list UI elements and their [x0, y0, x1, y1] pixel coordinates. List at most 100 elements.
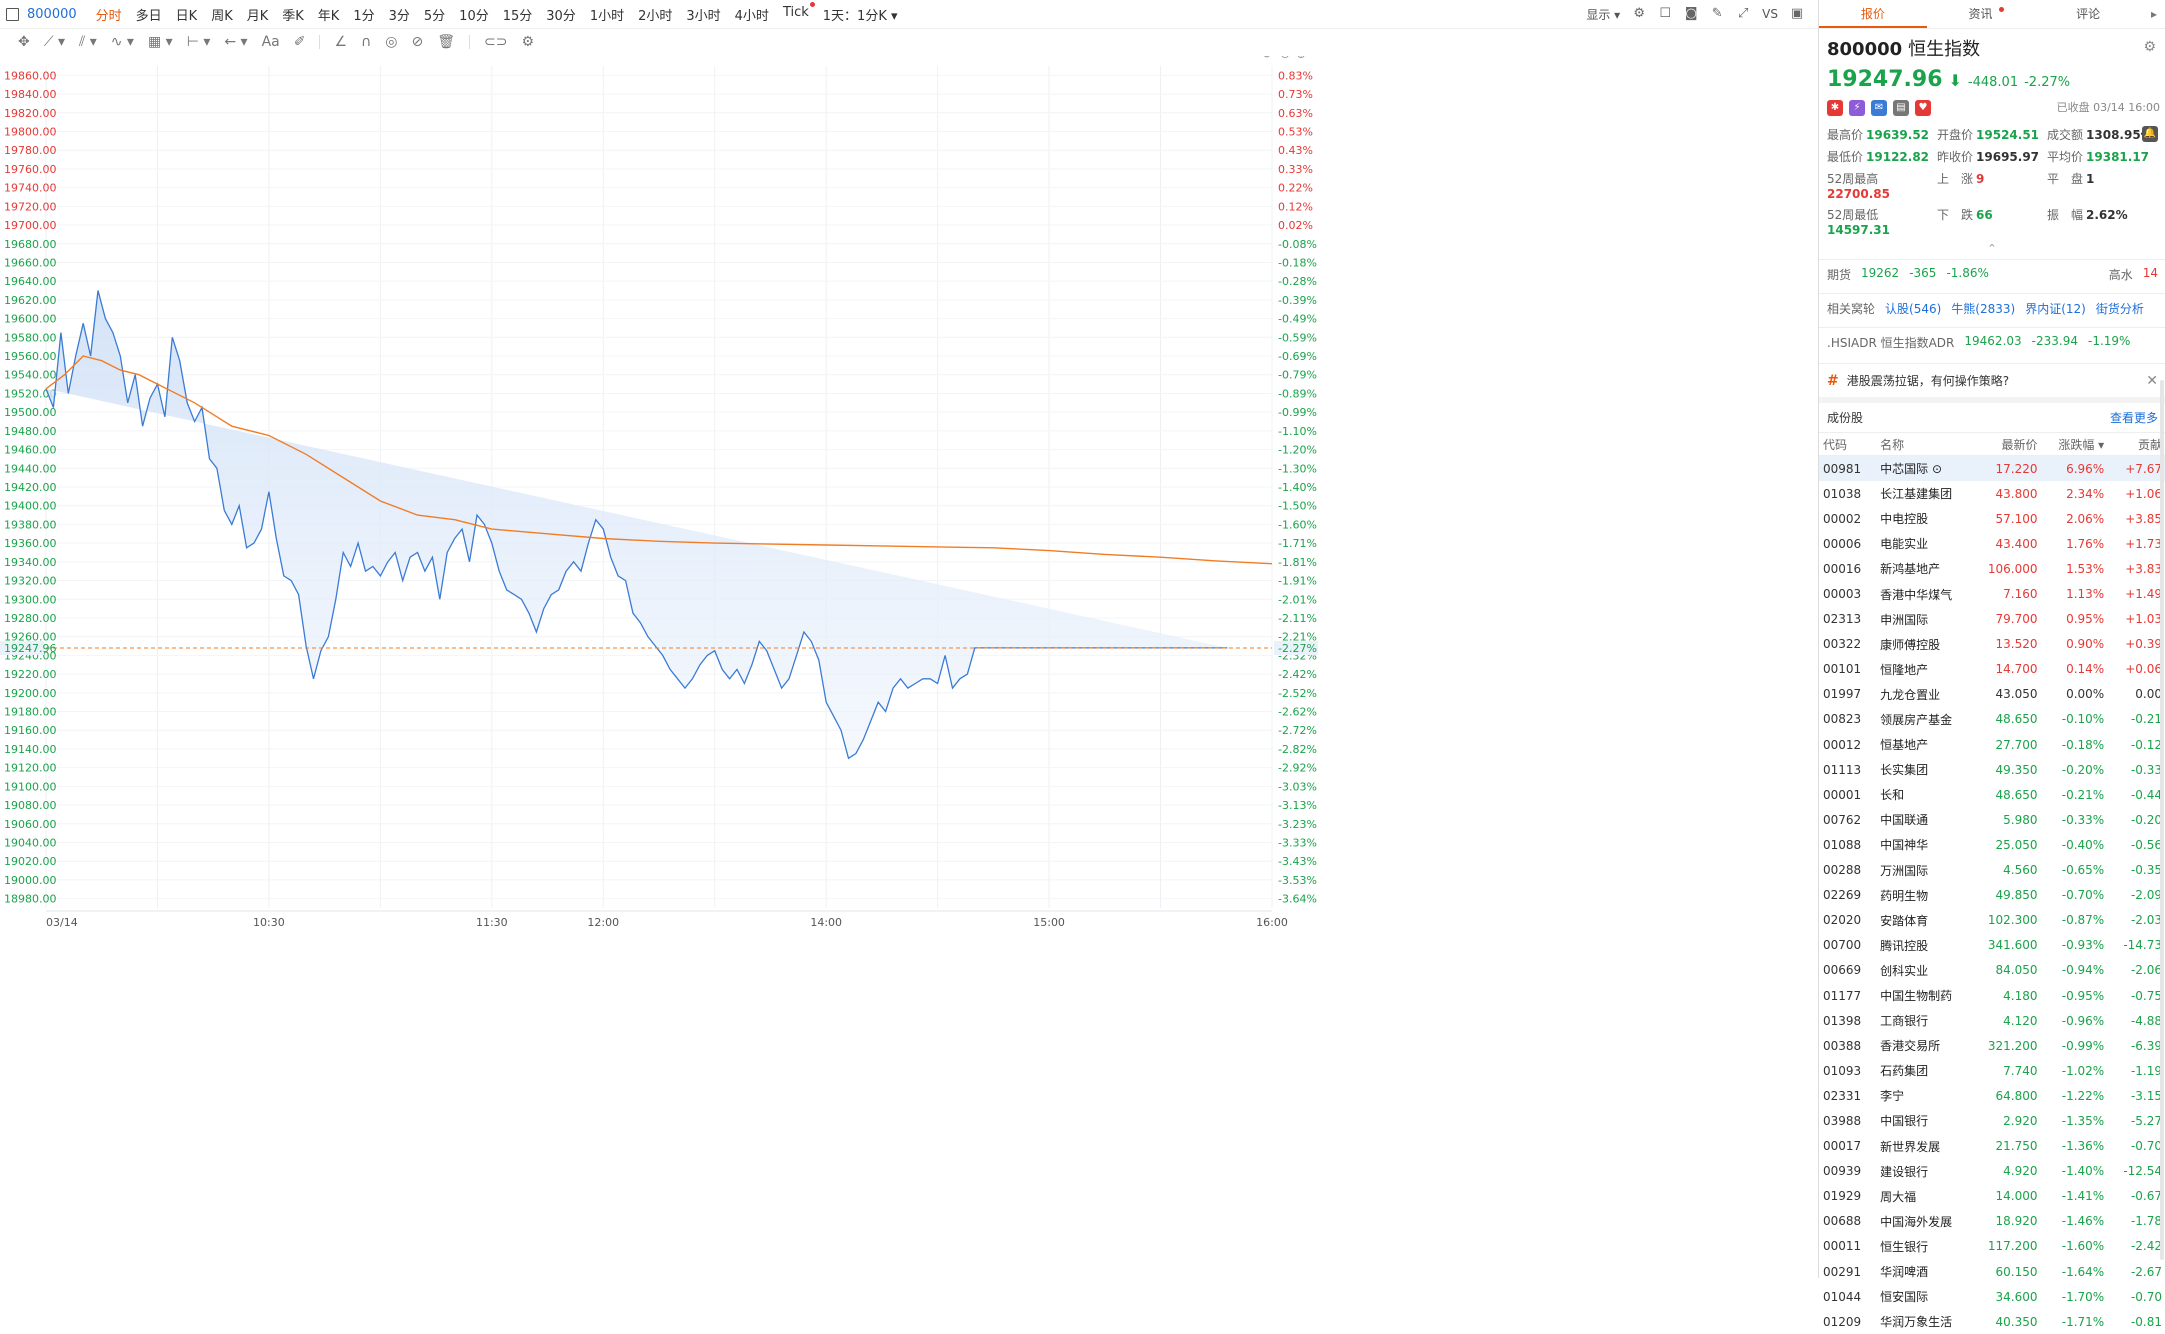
- brush-icon[interactable]: ✐: [293, 34, 306, 50]
- doc-icon[interactable]: ▤: [1893, 100, 1909, 116]
- angle-icon[interactable]: ∠: [334, 34, 348, 50]
- table-row[interactable]: 02020 安踏体育 102.300 -0.87% -2.03: [1819, 908, 2165, 933]
- table-row[interactable]: 01209 华润万象生活 40.350 -1.71% -0.81: [1819, 1309, 2165, 1334]
- settings-icon[interactable]: ⚙: [1633, 6, 1645, 21]
- table-row[interactable]: 00001 长和 48.650 -0.21% -0.44: [1819, 782, 2165, 807]
- table-row[interactable]: 00688 中国海外发展 18.920 -1.46% -1.78: [1819, 1209, 2165, 1234]
- panel-toggle-icon[interactable]: ▣: [1790, 6, 1804, 21]
- period-tab[interactable]: 月K: [246, 8, 269, 24]
- table-row[interactable]: 00291 华润啤酒 60.150 -1.64% -2.67: [1819, 1259, 2165, 1284]
- alert-bell-icon[interactable]: 🔔: [2142, 126, 2158, 142]
- table-row[interactable]: 00981 中芯国际 ⊙ 17.220 6.96% +7.67: [1819, 455, 2165, 482]
- favorite-icon[interactable]: ♥: [1915, 100, 1931, 116]
- layout-toggle-icon[interactable]: [6, 7, 19, 21]
- settings-icon[interactable]: ⚙: [2143, 39, 2156, 55]
- adr-row[interactable]: .HSIADR 恒生指数ADR 19462.03 -233.94 -1.19%: [1819, 327, 2165, 357]
- table-row[interactable]: 02331 李宁 64.800 -1.22% -3.15: [1819, 1083, 2165, 1108]
- period-tab[interactable]: 3分: [388, 8, 410, 24]
- trash-icon[interactable]: 🗑: [437, 34, 456, 50]
- measure-tool-icon[interactable]: ⊢ ▾: [186, 34, 211, 50]
- close-icon[interactable]: ✕: [2146, 372, 2158, 389]
- table-row[interactable]: 01929 周大福 14.000 -1.41% -0.67: [1819, 1184, 2165, 1209]
- col-change[interactable]: 涨跌幅 ▾: [2041, 432, 2109, 456]
- table-row[interactable]: 01997 九龙仓置业 43.050 0.00% 0.00: [1819, 682, 2165, 707]
- scrollbar[interactable]: [2160, 380, 2164, 1260]
- period-tab[interactable]: 1分: [353, 8, 375, 24]
- arrow-tool-icon[interactable]: ← ▾: [224, 34, 248, 50]
- symbol-label[interactable]: 800000: [27, 6, 77, 22]
- period-tab[interactable]: 年K: [317, 8, 340, 24]
- flash-icon[interactable]: ⚡: [1849, 100, 1865, 116]
- table-row[interactable]: 00823 领展房产基金 48.650 -0.10% -0.21: [1819, 707, 2165, 732]
- table-row[interactable]: 01038 长江基建集团 43.800 2.34% +1.06: [1819, 481, 2165, 506]
- table-row[interactable]: 01177 中国生物制药 4.180 -0.95% -0.75: [1819, 983, 2165, 1008]
- table-row[interactable]: 01398 工商银行 4.120 -0.96% -4.88: [1819, 1008, 2165, 1033]
- zoom-in-icon[interactable]: ⊕: [1296, 56, 1306, 61]
- table-row[interactable]: 02313 申洲国际 79.700 0.95% +1.03: [1819, 607, 2165, 632]
- link-street[interactable]: 街货分析: [2095, 302, 2144, 316]
- col-code[interactable]: 代码: [1819, 432, 1877, 456]
- zoom-out-icon[interactable]: ⊖: [1280, 56, 1290, 61]
- table-row[interactable]: 03988 中国银行 2.920 -1.35% -5.27: [1819, 1108, 2165, 1133]
- table-row[interactable]: 00012 恒基地产 27.700 -0.18% -0.12: [1819, 732, 2165, 757]
- intraday-chart[interactable]: 19860.00 0.83% 19840.00 0.73% 19820.00 0.63% 1…: [0, 56, 1818, 1278]
- table-row[interactable]: 00006 电能实业 43.400 1.76% +1.73: [1819, 531, 2165, 556]
- period-tab[interactable]: 多日: [135, 8, 162, 24]
- table-row[interactable]: 00939 建设银行 4.920 -1.40% -12.54: [1819, 1159, 2165, 1184]
- table-row[interactable]: 01113 长实集团 49.350 -0.20% -0.33: [1819, 757, 2165, 782]
- fullscreen-icon[interactable]: ⤢: [1737, 6, 1749, 21]
- table-row[interactable]: 00288 万洲国际 4.560 -0.65% -0.35: [1819, 858, 2165, 883]
- table-row[interactable]: 01093 石药集团 7.740 -1.02% -1.19: [1819, 1058, 2165, 1083]
- camera-icon[interactable]: ◙: [1684, 6, 1698, 21]
- period-tab[interactable]: 1天：1分K ▾: [822, 8, 898, 24]
- line-tool-icon[interactable]: ⟋ ▾: [43, 34, 66, 50]
- panel-collapse-icon[interactable]: ▸: [2151, 7, 2158, 21]
- table-row[interactable]: 00002 中电控股 57.100 2.06% +3.85: [1819, 506, 2165, 531]
- link-icon[interactable]: ⊂⊃: [484, 34, 508, 50]
- table-row[interactable]: 00669 创科实业 84.050 -0.94% -2.06: [1819, 958, 2165, 983]
- table-row[interactable]: 00101 恒隆地产 14.700 0.14% +0.06: [1819, 657, 2165, 682]
- period-tab[interactable]: 5分: [423, 8, 446, 24]
- table-row[interactable]: 00011 恒生银行 117.200 -1.60% -2.42: [1819, 1234, 2165, 1259]
- table-row[interactable]: 00388 香港交易所 321.200 -0.99% -6.39: [1819, 1033, 2165, 1058]
- collapse-chevron-icon[interactable]: ⌃: [1987, 242, 1997, 255]
- undo-icon[interactable]: ↺: [1262, 56, 1272, 61]
- period-tab[interactable]: 2小时: [638, 8, 673, 24]
- tab-news[interactable]: 资讯: [1927, 0, 2035, 28]
- period-tab[interactable]: 1小时: [589, 8, 625, 24]
- tab-quote[interactable]: 报价: [1819, 0, 1927, 28]
- table-row[interactable]: 00003 香港中华煤气 7.160 1.13% +1.49: [1819, 581, 2165, 606]
- table-row[interactable]: 00700 腾讯控股 341.600 -0.93% -14.73: [1819, 933, 2165, 958]
- period-tab[interactable]: 15分: [502, 8, 533, 24]
- table-row[interactable]: 00016 新鸿基地产 106.000 1.53% +3.83: [1819, 556, 2165, 581]
- table-row[interactable]: 00322 康师傅控股 13.520 0.90% +0.39: [1819, 632, 2165, 657]
- table-row[interactable]: 02269 药明生物 49.850 -0.70% -2.09: [1819, 883, 2165, 908]
- view-more-link[interactable]: 查看更多: [2109, 411, 2158, 425]
- period-tab[interactable]: 4小时: [734, 8, 769, 24]
- table-row[interactable]: 00762 中国联通 5.980 -0.33% -0.20: [1819, 807, 2165, 832]
- period-tab[interactable]: 分时: [95, 8, 122, 24]
- magnet-icon[interactable]: ∩: [361, 34, 372, 50]
- pen-icon[interactable]: ✎: [1711, 6, 1723, 21]
- period-tab[interactable]: 季K: [282, 8, 304, 24]
- period-tab[interactable]: 周K: [211, 8, 233, 24]
- display-menu[interactable]: 显示 ▾: [1586, 7, 1621, 22]
- wave-tool-icon[interactable]: ∿ ▾: [110, 34, 134, 50]
- checkbox-icon[interactable]: ☐: [1659, 6, 1671, 21]
- grid-tool-icon[interactable]: ▦ ▾: [147, 34, 173, 50]
- chat-icon[interactable]: ✉: [1871, 100, 1887, 116]
- period-tab[interactable]: 30分: [546, 8, 576, 24]
- tab-comments[interactable]: 评论: [2076, 7, 2101, 21]
- table-row[interactable]: 01088 中国神华 25.050 -0.40% -0.56: [1819, 832, 2165, 857]
- gear-icon[interactable]: ⚙: [521, 34, 535, 50]
- link-cbbc[interactable]: 牛熊(2833): [1951, 302, 2016, 316]
- col-contribution[interactable]: 贡献: [2108, 432, 2165, 456]
- table-row[interactable]: 00017 新世界发展 21.750 -1.36% -0.70: [1819, 1134, 2165, 1159]
- table-row[interactable]: 01044 恒安国际 34.600 -1.70% -0.70: [1819, 1284, 2165, 1309]
- period-tab[interactable]: 日K: [175, 8, 198, 24]
- col-price[interactable]: 最新价: [1970, 432, 2042, 456]
- eye-icon[interactable]: ◎: [385, 34, 398, 50]
- promo-banner[interactable]: # 港股震荡拉锯，有何操作策略? ✕: [1819, 363, 2165, 403]
- link-inline[interactable]: 界内证(12): [2025, 302, 2086, 316]
- hide-icon[interactable]: ⊘: [411, 34, 424, 50]
